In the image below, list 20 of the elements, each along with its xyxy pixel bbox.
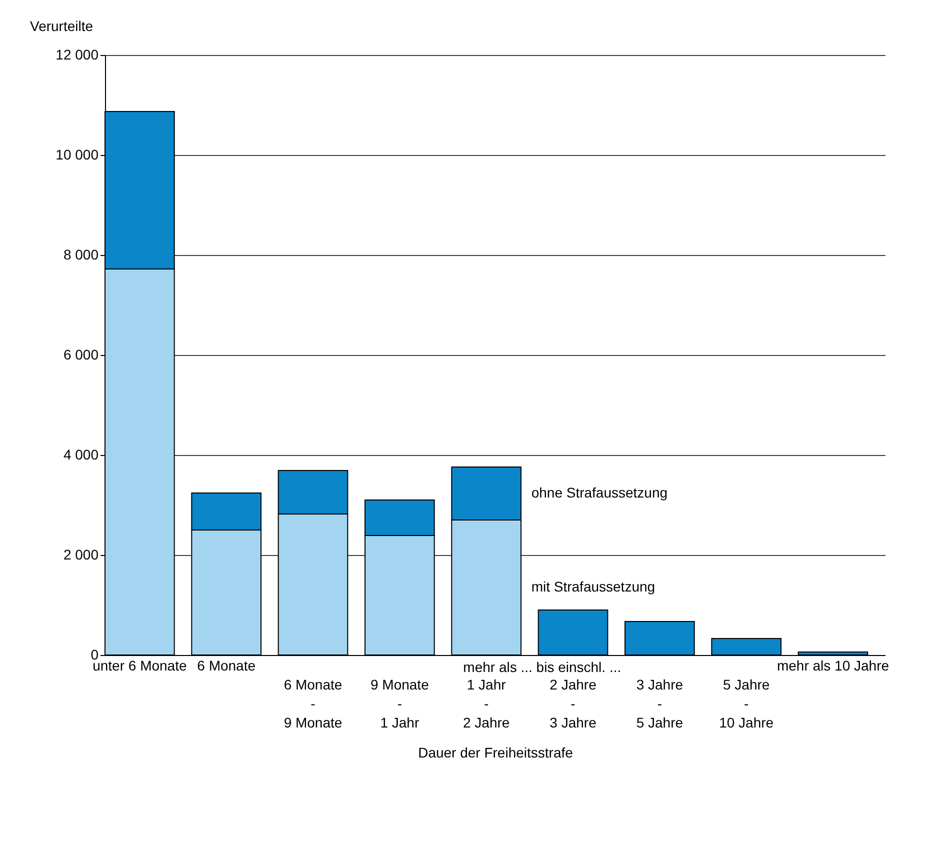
y-tick-label: 0 (90, 646, 99, 662)
y-tick-label: 6 000 (63, 346, 99, 362)
x-tick-label: 9 Monate - 1 Jahr (370, 676, 430, 730)
x-tick-label: mehr als 10 Jahre (776, 658, 890, 674)
x-tick-label: 3 Jahre - 5 Jahre (636, 676, 684, 730)
y-axis-title: Verurteilte (30, 18, 94, 34)
text: mehr als ... bis einschl. ... (463, 659, 622, 675)
x-axis-title: Dauer der Freiheitsstrafe (418, 744, 574, 760)
x-tick-label: 6 Monate - 9 Monate (284, 676, 342, 730)
y-tick-label: 4 000 (63, 446, 99, 462)
series-label: mit Strafaussetzung (531, 578, 656, 594)
x-tick-label: 2 Jahre - 3 Jahre (550, 676, 597, 730)
y-tick-label: 10 000 (56, 146, 99, 162)
x-tick-label: 6 Monate (197, 658, 256, 674)
y-tick-label: 8 000 (63, 246, 99, 262)
y-tick-label: 12 000 (56, 46, 99, 62)
x-tick-label: 5 Jahre - 10 Jahre (719, 676, 774, 730)
x-tick-label: 1 Jahr - 2 Jahre (462, 676, 510, 730)
y-tick-label: 2 000 (63, 546, 99, 562)
series-label: ohne Strafaussetzung (531, 484, 668, 500)
